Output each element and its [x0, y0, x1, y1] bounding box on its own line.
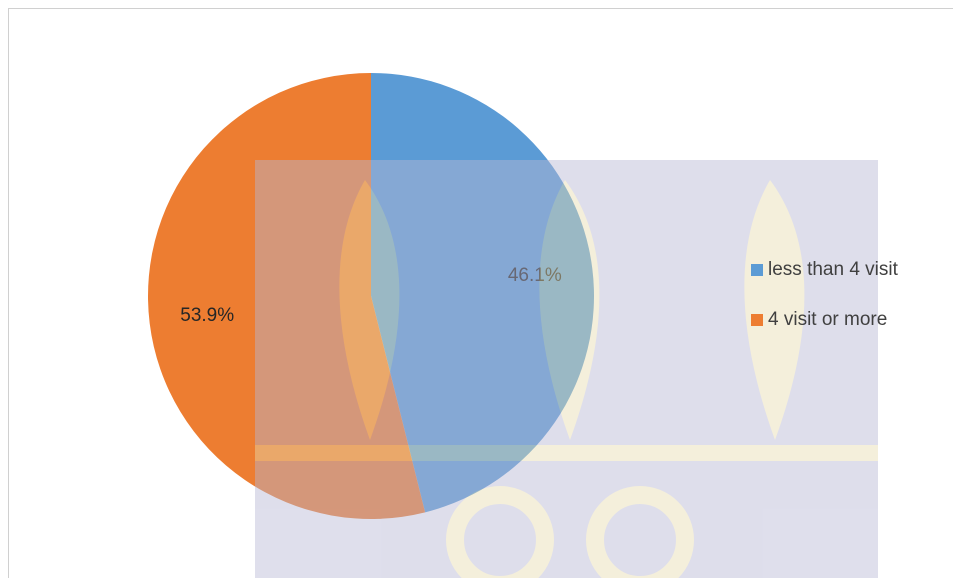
- page: 46.1%53.9% less than 4 visit4 visit or m…: [0, 0, 953, 578]
- legend-label: less than 4 visit: [768, 259, 899, 280]
- data-label: 53.9%: [180, 305, 234, 326]
- legend-label: 4 visit or more: [768, 309, 887, 330]
- chart: 46.1%53.9% less than 4 visit4 visit or m…: [0, 0, 953, 578]
- watermark: [255, 160, 878, 578]
- watermark-band: [255, 445, 878, 461]
- legend-swatch: [751, 314, 763, 326]
- legend-swatch: [751, 264, 763, 276]
